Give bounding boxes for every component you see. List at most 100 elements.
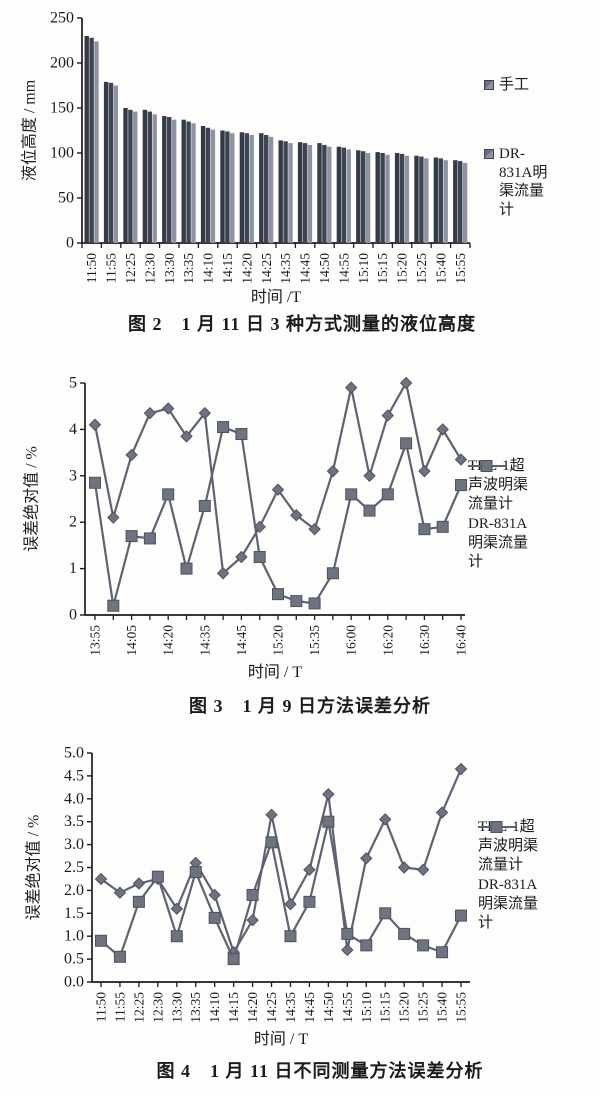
svg-text:15:55: 15:55 — [454, 992, 469, 1023]
dr831a-series-swatch-icon — [484, 148, 494, 159]
svg-text:3.5: 3.5 — [64, 813, 84, 830]
fig2-legend-label-dr831a: DR-831A明渠流量计 — [499, 145, 548, 218]
svg-text:14:25: 14:25 — [264, 992, 279, 1023]
figure-3: 0 1 2 3 4 5 误差绝对值 / % 时间 / T 13:55 14:05 14:20 14:3… — [0, 360, 600, 730]
svg-text:0.0: 0.0 — [64, 974, 84, 991]
svg-text:时间 / T: 时间 / T — [254, 1030, 308, 1048]
svg-text:15:40: 15:40 — [433, 253, 448, 284]
fig2-legend-label-manual: 手工 — [499, 77, 530, 93]
svg-text:3: 3 — [69, 467, 77, 484]
fig4-legend: TKL-1超声波明渠流量计 DR-831A明渠流量计 — [478, 818, 542, 935]
svg-text:15:55: 15:55 — [453, 253, 468, 284]
fig2-legend-item-manual: 手工 — [484, 76, 557, 95]
figure-4: 0.0 0.5 1.0 1.5 2.0 2.5 3.0 3.5 4.0 4.5 5.0 误差绝对值 /… — [0, 730, 600, 1096]
svg-text:50: 50 — [58, 190, 74, 207]
svg-text:14:50: 14:50 — [317, 253, 332, 284]
svg-text:12:30: 12:30 — [150, 992, 165, 1023]
svg-text:14:55: 14:55 — [340, 992, 355, 1023]
svg-text:15:40: 15:40 — [435, 992, 450, 1023]
svg-text:时间 /T: 时间 /T — [251, 288, 301, 306]
svg-text:150: 150 — [50, 100, 74, 117]
svg-text:0: 0 — [66, 235, 74, 252]
svg-text:2.5: 2.5 — [64, 859, 84, 876]
svg-text:14:20: 14:20 — [239, 253, 254, 284]
svg-text:1.0: 1.0 — [64, 928, 84, 945]
svg-text:14:05: 14:05 — [124, 625, 139, 656]
svg-text:13:30: 13:30 — [169, 992, 184, 1023]
svg-text:16:30: 16:30 — [417, 625, 432, 656]
svg-text:15:20: 15:20 — [395, 253, 410, 284]
svg-text:15:20: 15:20 — [397, 992, 412, 1023]
fig4-caption: 图 4 1 月 11 日不同测量方法误差分析 — [156, 1061, 484, 1081]
svg-text:13:35: 13:35 — [181, 253, 196, 284]
svg-text:14:50: 14:50 — [321, 992, 336, 1023]
svg-text:误差绝对值 / %: 误差绝对值 / % — [23, 446, 41, 552]
svg-text:1.5: 1.5 — [64, 905, 84, 922]
svg-text:14:35: 14:35 — [197, 625, 212, 656]
svg-text:14:35: 14:35 — [283, 992, 298, 1023]
fig3-legend: TKL-1超声波明渠流量计 DR-831A明渠流量计 — [468, 457, 532, 574]
svg-text:5.0: 5.0 — [64, 745, 84, 762]
svg-text:14:45: 14:45 — [298, 253, 313, 284]
dr831a-square-line-icon — [468, 460, 506, 472]
svg-text:0.5: 0.5 — [64, 951, 84, 968]
svg-text:11:55: 11:55 — [104, 253, 119, 283]
svg-text:12:25: 12:25 — [123, 253, 138, 284]
svg-text:16:20: 16:20 — [380, 625, 395, 656]
fig3-legend-label-dr831a: DR-831A明渠流量计 — [468, 516, 529, 570]
svg-text:15:25: 15:25 — [416, 992, 431, 1023]
fig3-legend-item-dr831a: DR-831A明渠流量计 — [468, 460, 532, 571]
fig3-line-chart: 0 1 2 3 4 5 误差绝对值 / % 时间 / T 13:55 14:05 14:20 14:3… — [23, 375, 469, 682]
svg-text:14:35: 14:35 — [278, 253, 293, 284]
svg-text:16:00: 16:00 — [344, 625, 359, 656]
svg-text:14:20: 14:20 — [245, 992, 260, 1023]
svg-text:15:25: 15:25 — [414, 253, 429, 284]
fig2-caption: 图 2 1 月 11 日 3 种方式测量的液位高度 — [127, 314, 476, 334]
fig3-caption: 图 3 1 月 9 日方法误差分析 — [189, 696, 431, 716]
svg-text:250: 250 — [50, 10, 74, 27]
fig4-line-chart: 0.0 0.5 1.0 1.5 2.0 2.5 3.0 3.5 4.0 4.5 5.0 误差绝对值 /… — [25, 745, 470, 1048]
svg-text:5: 5 — [69, 375, 77, 392]
svg-text:14:55: 14:55 — [336, 253, 351, 284]
svg-text:14:15: 14:15 — [220, 253, 235, 284]
svg-text:14:15: 14:15 — [226, 992, 241, 1023]
svg-text:12:30: 12:30 — [142, 253, 157, 284]
svg-text:液位高度 / mm: 液位高度 / mm — [21, 79, 39, 181]
fig2-legend-item-dr831a: DR-831A明渠流量计 — [484, 145, 557, 220]
svg-text:3.0: 3.0 — [64, 836, 84, 853]
fig4-legend-label-dr831a: DR-831A明渠流量计 — [478, 877, 539, 931]
svg-text:15:10: 15:10 — [359, 992, 374, 1023]
svg-text:13:35: 13:35 — [188, 992, 203, 1023]
svg-text:11:50: 11:50 — [84, 253, 99, 283]
svg-text:15:10: 15:10 — [356, 253, 371, 284]
svg-text:时间 / T: 时间 / T — [248, 663, 302, 681]
svg-text:14:10: 14:10 — [207, 992, 222, 1023]
svg-text:0: 0 — [69, 607, 77, 624]
fig2-bar-chart: 0 50 100 150 200 250 液位高度 / mm 时间 /T 11:50 11:55 1… — [21, 10, 471, 306]
svg-text:15:15: 15:15 — [378, 992, 393, 1023]
figure-2: 0 50 100 150 200 250 液位高度 / mm 时间 /T 11:50 11:55 1… — [0, 0, 600, 348]
svg-text:13:30: 13:30 — [162, 253, 177, 284]
svg-text:14:10: 14:10 — [201, 253, 216, 284]
svg-text:15:35: 15:35 — [307, 625, 322, 656]
svg-text:16:40: 16:40 — [454, 625, 469, 656]
fig2-legend: 手工 DR-831A明渠流量计 — [484, 76, 557, 270]
svg-text:13:55: 13:55 — [88, 625, 103, 656]
svg-text:2: 2 — [69, 514, 77, 531]
svg-text:11:50: 11:50 — [94, 992, 109, 1022]
svg-text:2.0: 2.0 — [64, 882, 84, 899]
svg-text:15:20: 15:20 — [271, 625, 286, 656]
svg-text:14:45: 14:45 — [302, 992, 317, 1023]
svg-text:4.5: 4.5 — [64, 767, 84, 784]
svg-text:1: 1 — [69, 560, 77, 577]
svg-text:14:45: 14:45 — [234, 625, 249, 656]
dr831a-square-line-icon — [478, 821, 516, 833]
svg-text:200: 200 — [50, 55, 74, 72]
svg-text:11:55: 11:55 — [112, 992, 127, 1022]
svg-text:12:25: 12:25 — [131, 992, 146, 1023]
svg-text:14:25: 14:25 — [259, 253, 274, 284]
svg-text:15:15: 15:15 — [375, 253, 390, 284]
svg-text:4: 4 — [69, 421, 77, 438]
fig4-legend-item-dr831a: DR-831A明渠流量计 — [478, 821, 542, 932]
manual-series-swatch-icon — [484, 80, 494, 90]
